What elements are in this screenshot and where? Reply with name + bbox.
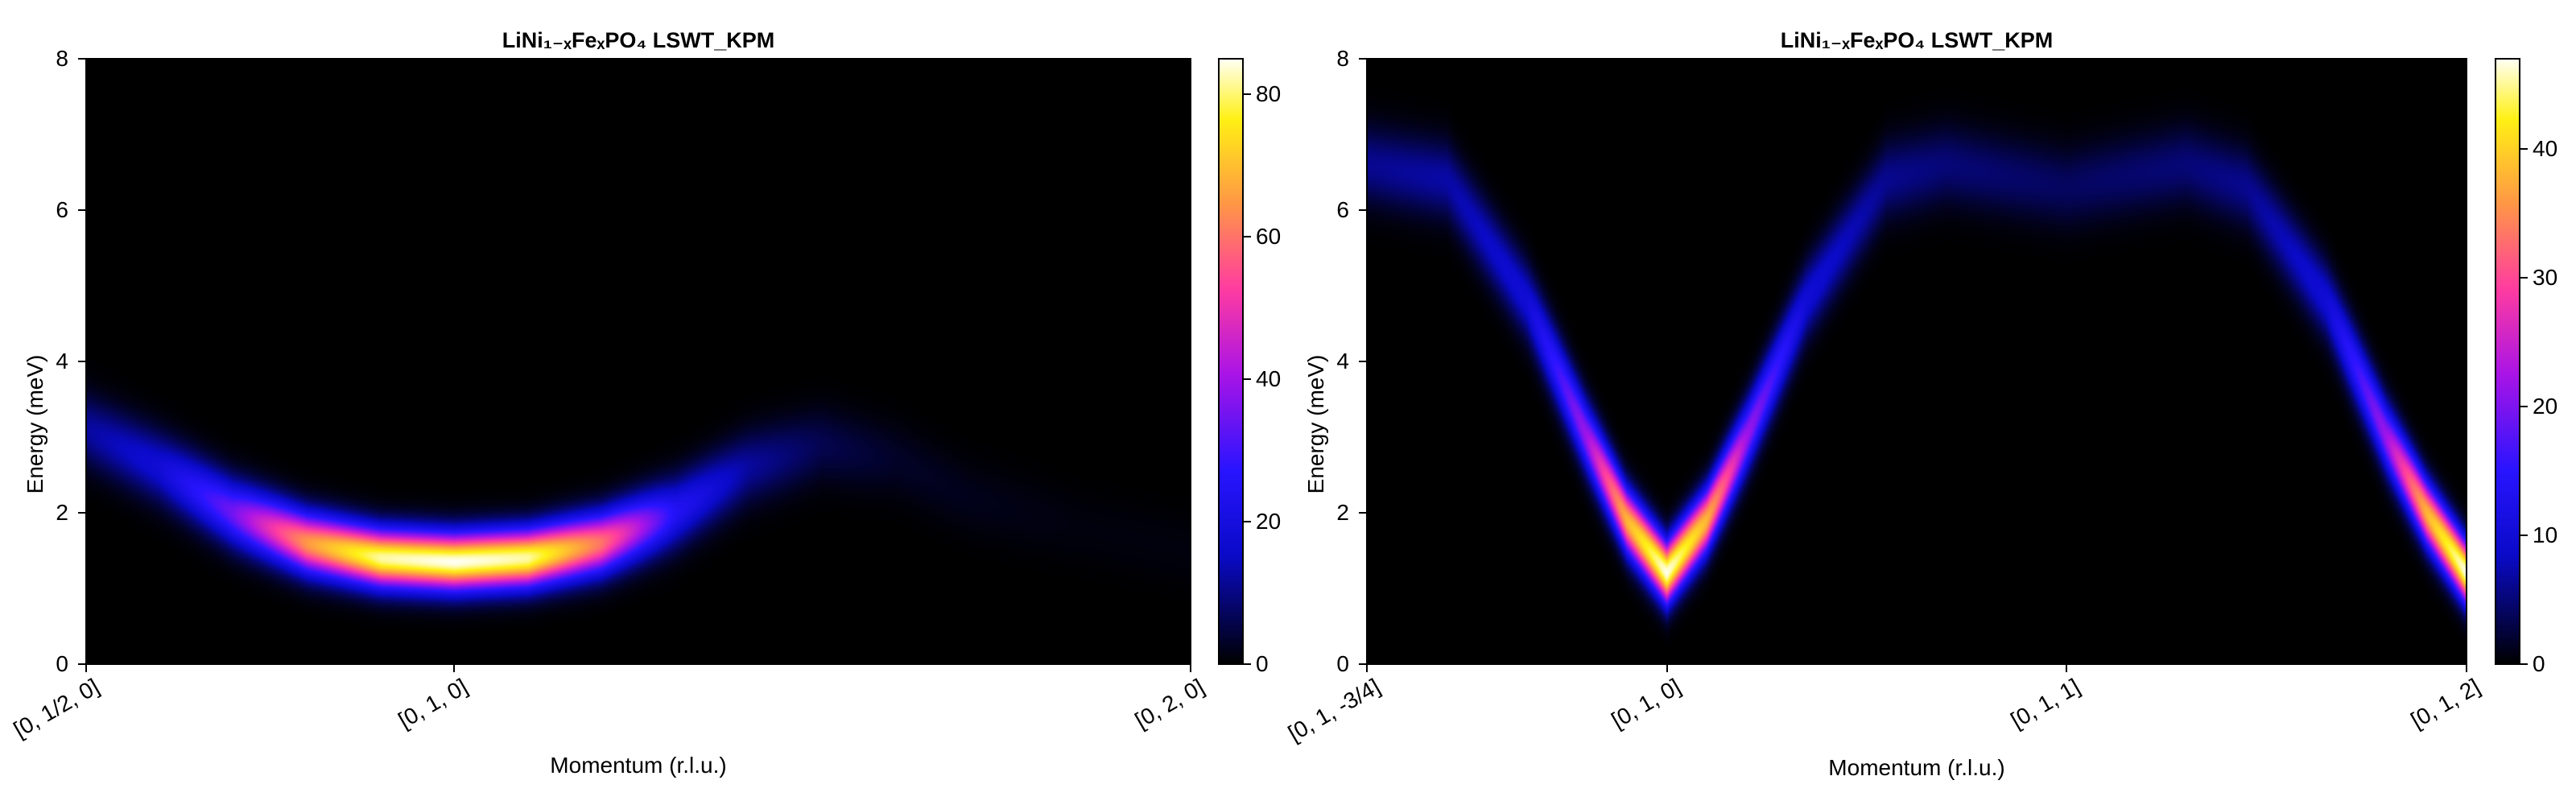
panel-2-x-tick-label: [0, 1, 2]: [2406, 674, 2484, 733]
panel-1-colorbar-tick-label: 60: [1256, 224, 1282, 250]
panel-1-y-tick-label: 8: [56, 46, 68, 71]
panel-2-x-tick: [2466, 664, 2467, 672]
panel-2-x-tick-label: [0, 1, -3/4]: [1283, 674, 1385, 746]
panel-2-colorbar-tick-label: 40: [2533, 136, 2558, 161]
panel-2-y-tick-label: 6: [1336, 197, 1349, 222]
panel-2-colorbar-tick: [2520, 406, 2528, 407]
panel-1-y-tick: [78, 512, 86, 514]
panel-1-colorbar-tick: [1243, 378, 1251, 381]
panel-2-y-tick: [1359, 663, 1367, 665]
panel-1-colorbar-tick-label: 0: [1256, 651, 1269, 676]
panel-1-colorbar-tick-label: 40: [1256, 366, 1282, 392]
panel-1-x-tick-label: [0, 1, 0]: [394, 674, 473, 733]
panel-2-colorbar-tick: [2520, 535, 2528, 536]
panel-2-y-tick: [1359, 209, 1367, 211]
panel-2-colorbar: [2496, 59, 2520, 664]
panel-1-x-tick: [1190, 664, 1191, 672]
panel-2-y-axis-title: Energy (meV): [1303, 354, 1328, 494]
panel-2-y-tick-label: 8: [1336, 46, 1349, 71]
panel-1-y-tick: [78, 58, 86, 60]
panel-2-colorbar-frame: [2495, 58, 2520, 665]
panel-1-y-tick: [78, 209, 86, 211]
panel-1-y-tick: [78, 361, 86, 362]
panel-1-y-tick-label: 4: [56, 349, 68, 374]
panel-2-colorbar-tick: [2520, 148, 2528, 150]
panel-1-x-tick: [85, 664, 87, 672]
panel-1-title: LiNi₁₋ₓFeₓPO₄ LSWT_KPM: [502, 28, 775, 52]
panel-1-y-tick-label: 6: [56, 197, 68, 222]
panel-1-x-tick: [453, 664, 456, 672]
panel-2-y-tick-label: 4: [1336, 349, 1349, 374]
panel-2-x-tick: [1366, 664, 1368, 672]
panel-1-colorbar-tick: [1243, 521, 1251, 523]
panel-1-colorbar-tick: [1243, 663, 1251, 665]
panel-2-x-tick-label: [0, 1, 1]: [2006, 674, 2085, 733]
panel-2-x-axis-title: Momentum (r.l.u.): [1828, 755, 2005, 780]
panel-1-x-tick-label: [0, 2, 0]: [1130, 674, 1208, 733]
panel-1-y-tick-label: 0: [56, 651, 68, 676]
panel-2-x-tick: [1666, 664, 1668, 672]
panel-1-x-tick-label: [0, 1/2, 0]: [9, 674, 104, 743]
panel-2-colorbar-tick: [2520, 663, 2528, 665]
panel-1-colorbar-tick: [1243, 93, 1251, 96]
panel-1-colorbar-tick-label: 80: [1256, 81, 1282, 107]
panel-1-heatmap: [86, 59, 1191, 664]
panel-1-colorbar-frame: [1218, 58, 1244, 665]
panel-1-colorbar-tick: [1243, 236, 1251, 238]
panel-1-colorbar-tick-label: 20: [1256, 509, 1282, 535]
panel-2-colorbar-tick: [2520, 277, 2528, 279]
panel-2-x-tick-label: [0, 1, 0]: [1607, 674, 1685, 733]
panel-1-y-tick: [78, 663, 86, 665]
panel-2-y-tick: [1359, 58, 1367, 60]
panel-2-colorbar-tick-label: 0: [2533, 651, 2545, 676]
panel-2-heatmap: [1367, 59, 2467, 664]
panel-2-title: LiNi₁₋ₓFeₓPO₄ LSWT_KPM: [1780, 28, 2054, 52]
panel-2-colorbar-tick-label: 20: [2533, 394, 2558, 419]
panel-2-y-tick-label: 0: [1336, 651, 1349, 676]
panel-1-y-axis-title: Energy (meV): [23, 354, 47, 494]
panel-2-colorbar-tick-label: 30: [2533, 265, 2558, 290]
panel-2-y-tick: [1359, 512, 1367, 514]
panel-1-colorbar: [1219, 59, 1243, 664]
panel-2-x-tick: [2066, 664, 2068, 672]
panel-2-y-tick-label: 2: [1336, 500, 1349, 525]
panel-2-colorbar-tick-label: 10: [2533, 522, 2558, 547]
panel-1-x-axis-title: Momentum (r.l.u.): [550, 753, 727, 778]
panel-2-y-tick: [1359, 361, 1367, 362]
panel-1-y-tick-label: 2: [56, 500, 68, 525]
